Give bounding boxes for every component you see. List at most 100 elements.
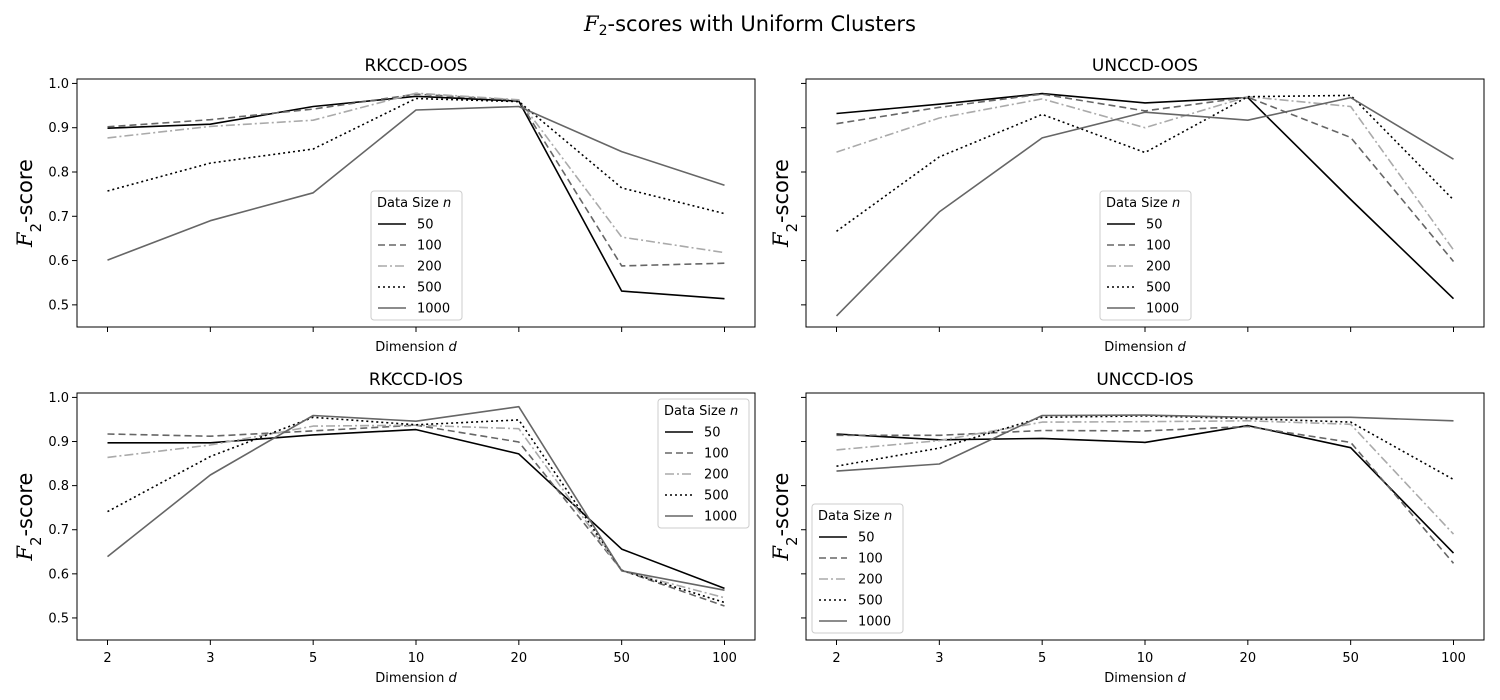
subplot-title: UNCCD-OOS (1092, 56, 1198, 76)
x-tick-label: 100 (1441, 651, 1466, 666)
legend-title: Data Size n (377, 196, 451, 211)
series-line-50 (836, 424, 1455, 554)
legend-label: 200 (1146, 260, 1171, 275)
x-tick-label: 2 (103, 651, 111, 666)
series-line-1000 (107, 105, 725, 261)
series-line-200 (836, 95, 1455, 251)
y-axis-label: F2-score (13, 473, 45, 562)
legend-label: 500 (704, 489, 729, 504)
legend: Data Size n 50 100 200 500 1000 (370, 190, 463, 321)
legend-label: 100 (704, 447, 729, 462)
series-line-100 (107, 424, 725, 607)
legend-label: 50 (704, 426, 721, 441)
legend-label: 100 (1146, 239, 1171, 254)
x-tick-label: 10 (1137, 651, 1154, 666)
figure-title: F2-scores with Uniform Clusters (0, 12, 1500, 39)
legend-label: 100 (417, 239, 442, 254)
y-axis-label: F2-score (13, 159, 45, 248)
y-tick-label: 0.7 (48, 210, 69, 225)
y-tick-label: 0.8 (48, 479, 69, 494)
legend: Data Size n 50 100 200 500 1000 (811, 503, 904, 634)
y-tick-label: 0.5 (48, 611, 69, 626)
y-tick-label: 0.6 (48, 254, 69, 269)
plot-frame (76, 78, 756, 328)
legend-label: 50 (417, 218, 434, 233)
x-tick-label: 5 (309, 651, 317, 666)
y-tick-label: 0.6 (48, 567, 69, 582)
subplot-0: RKCCD-OOS 0.5 0.6 0.7 0.8 0.9 1.0 Dimension d F2… (13, 56, 756, 355)
legend-label: 500 (858, 594, 883, 609)
subplot-title: RKCCD-IOS (369, 370, 463, 390)
series-line-1000 (835, 96, 1454, 317)
legend-label: 1000 (1146, 302, 1179, 317)
legend-label: 50 (858, 531, 875, 546)
x-tick-label: 50 (1342, 651, 1359, 666)
x-tick-label: 5 (1038, 651, 1046, 666)
plot-frame (76, 392, 756, 641)
x-tick-label: 3 (206, 651, 214, 666)
y-axis-label: F2-score (769, 473, 801, 562)
legend-label: 200 (858, 573, 883, 588)
x-axis-label: Dimension d (1104, 340, 1186, 355)
plot-frame (805, 392, 1485, 641)
legend-title: Data Size n (818, 509, 892, 524)
series-line-50 (836, 92, 1455, 300)
series-line-500 (107, 97, 725, 215)
legend-label: 1000 (704, 510, 737, 525)
series-line-200 (107, 92, 725, 254)
x-tick-label: 20 (1240, 651, 1257, 666)
series-line-1000 (107, 405, 725, 591)
title-variable: F (584, 12, 599, 36)
series-line-500 (836, 415, 1454, 481)
legend-label: 50 (1146, 218, 1163, 233)
legend-label: 1000 (858, 615, 891, 630)
y-tick-label: 0.9 (48, 435, 69, 450)
series-line-100 (836, 425, 1455, 564)
title-rest: -scores with Uniform Clusters (607, 12, 916, 36)
y-tick-label: 1.0 (48, 77, 69, 92)
x-axis-label: Dimension d (1104, 671, 1186, 686)
series-line-100 (107, 93, 725, 267)
x-tick-label: 100 (712, 651, 737, 666)
x-axis-label: Dimension d (375, 671, 457, 686)
x-tick-label: 20 (511, 651, 528, 666)
y-tick-label: 0.9 (48, 121, 69, 136)
x-tick-label: 3 (935, 651, 943, 666)
plot-frame (805, 78, 1485, 328)
series-line-200 (107, 424, 725, 599)
x-tick-label: 10 (408, 651, 425, 666)
legend-label: 1000 (417, 302, 450, 317)
series-line-100 (836, 93, 1455, 263)
legend: Data Size n 50 100 200 500 1000 (1099, 190, 1192, 321)
series-line-50 (107, 428, 725, 590)
series-line-50 (107, 95, 725, 300)
legend-label: 200 (704, 468, 729, 483)
series-line-500 (836, 94, 1455, 232)
subplot-title: UNCCD-IOS (1096, 370, 1193, 390)
legend-label: 200 (417, 260, 442, 275)
legend-label: 100 (858, 552, 883, 567)
legend-label: 500 (417, 281, 442, 296)
y-tick-label: 0.8 (48, 166, 69, 181)
y-axis-label: F2-score (769, 159, 801, 248)
subplot-title: RKCCD-OOS (364, 56, 467, 76)
subplot-3: UNCCD-IOS 2 3 5 10 20 50 100 Dimension d F2-score… (769, 370, 1485, 686)
title-subscript: 2 (598, 23, 608, 39)
legend-title: Data Size n (664, 404, 738, 419)
legend-label: 500 (1146, 281, 1171, 296)
series-line-1000 (836, 414, 1454, 472)
legend-title: Data Size n (1106, 196, 1180, 211)
series-line-200 (836, 419, 1455, 535)
x-axis-label: Dimension d (375, 340, 457, 355)
x-tick-label: 50 (613, 651, 630, 666)
series-line-500 (107, 416, 725, 604)
subplot-1: UNCCD-OOS Dimension d F2-score Data Size n 5… (769, 56, 1485, 355)
y-tick-label: 0.7 (48, 523, 69, 538)
x-tick-label: 2 (832, 651, 840, 666)
y-tick-label: 1.0 (48, 391, 69, 406)
y-tick-label: 0.5 (48, 298, 69, 313)
legend: Data Size n 50 100 200 500 1000 (657, 398, 750, 529)
